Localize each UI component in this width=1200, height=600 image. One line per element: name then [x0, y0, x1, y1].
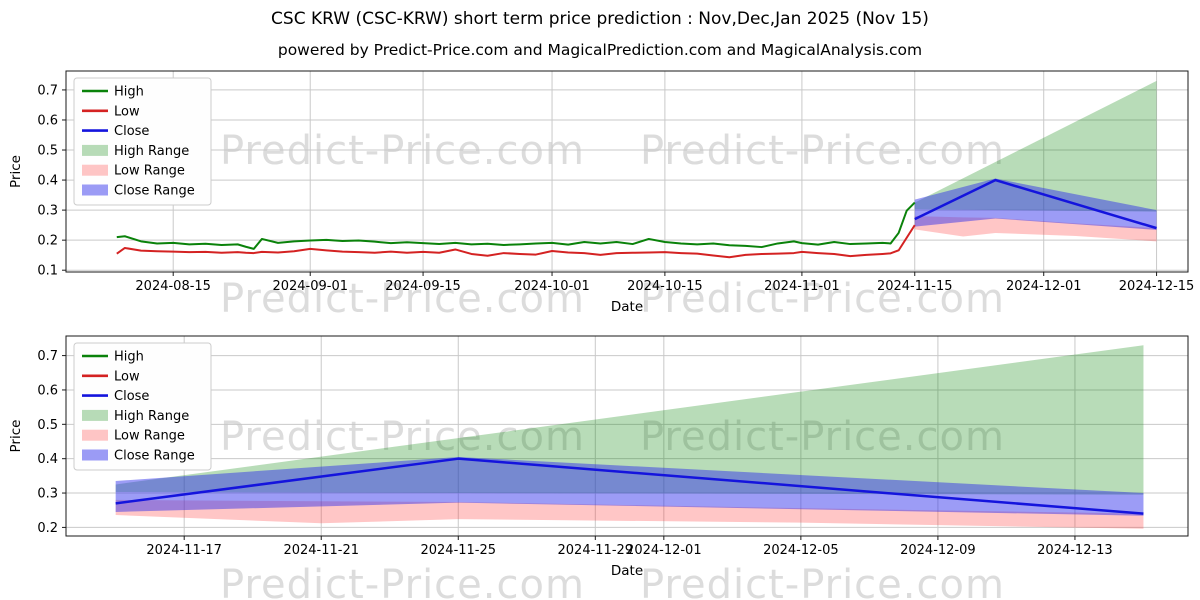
- watermark-text: Predict-Price.com: [640, 276, 1005, 322]
- watermark-text: Predict-Price.com: [220, 276, 585, 322]
- close-legend-label: Close: [114, 389, 149, 404]
- x-tick-label: 2024-10-01: [514, 279, 590, 294]
- x-tick-label: 2024-12-05: [763, 543, 839, 558]
- x-axis-label: Date: [611, 563, 643, 579]
- legend: High Low Close High Range Low Range Close Ran…: [73, 77, 212, 206]
- low-range-area: [115, 499, 1144, 529]
- close-line: [115, 457, 1144, 515]
- low-range-legend-label: Low Range: [114, 429, 185, 444]
- y-tick-label: 0.7: [37, 349, 58, 364]
- y-tick-label: 0.3: [37, 487, 58, 502]
- low-range-legend-swatch: [82, 429, 108, 441]
- y-tick-label: 0.6: [37, 113, 58, 128]
- x-tick-label: 2024-11-25: [420, 543, 496, 558]
- x-tick-label: 2024-12-15: [1119, 279, 1195, 294]
- x-tick-label: 2024-10-15: [627, 279, 703, 294]
- close-range-legend-label: Close Range: [114, 449, 195, 464]
- x-tick-label: 2024-12-09: [900, 543, 976, 558]
- close-range-legend-swatch: [82, 184, 108, 196]
- high-line: [116, 201, 916, 250]
- y-tick-label: 0.7: [37, 83, 58, 98]
- watermark-text: Predict-Price.com: [220, 128, 585, 174]
- top-chart: 0.1 0.2 0.3 0.4 0.5 0.6 0.7 2024-08-15 2024-09-0…: [8, 70, 1195, 315]
- y-axis-label: Price: [8, 420, 24, 453]
- y-tick-label: 0.5: [37, 144, 58, 159]
- chart-subtitle: powered by Predict-Price.com and Magical…: [277, 41, 923, 59]
- y-axis-label: Price: [8, 155, 24, 188]
- low-line: [116, 224, 916, 259]
- close-range-legend-label: Close Range: [114, 184, 195, 199]
- high-range-area: [914, 80, 1157, 212]
- low-legend-label: Low: [114, 104, 140, 119]
- low-range-legend-label: Low Range: [114, 164, 185, 179]
- y-tick-label: 0.2: [37, 234, 58, 249]
- high-range-legend-label: High Range: [114, 409, 189, 424]
- x-tick-label: 2024-09-01: [272, 279, 348, 294]
- watermark-text: Predict-Price.com: [640, 562, 1005, 600]
- high-range-legend-label: High Range: [114, 144, 189, 159]
- low-range-legend-swatch: [82, 164, 108, 176]
- low-legend-label: Low: [114, 369, 140, 384]
- close-line: [914, 178, 1157, 230]
- y-tick-label: 0.1: [37, 264, 58, 279]
- x-tick-label: 2024-11-21: [283, 543, 359, 558]
- high-legend-label: High: [114, 350, 144, 365]
- legend: High Low Close High Range Low Range Close Ran…: [73, 342, 212, 471]
- watermark-text: Predict-Price.com: [220, 562, 585, 600]
- x-tick-label: 2024-11-29: [558, 543, 634, 558]
- x-axis-label: Date: [611, 299, 643, 315]
- high-range-area: [115, 345, 1144, 495]
- close-range-area: [914, 178, 1157, 230]
- close-range-area: [115, 456, 1144, 516]
- low-range-area: [914, 216, 1157, 242]
- y-tick-label: 0.3: [37, 204, 58, 219]
- gridlines: [66, 336, 1188, 536]
- x-tick-label: 2024-12-01: [626, 543, 702, 558]
- high-legend-label: High: [114, 85, 144, 100]
- close-legend-label: Close: [114, 124, 149, 139]
- watermark-text: Predict-Price.com: [640, 128, 1005, 174]
- x-tick-label: 2024-09-15: [385, 279, 461, 294]
- watermark-text: Predict-Price.com: [220, 414, 585, 460]
- y-tick-label: 0.4: [37, 452, 58, 467]
- x-tick-label: 2024-08-15: [135, 279, 211, 294]
- legend-box: [73, 342, 212, 471]
- y-tick-label: 0.2: [37, 521, 58, 536]
- x-tick-label: 2024-11-17: [146, 543, 222, 558]
- x-tick-label: 2024-11-01: [764, 279, 840, 294]
- bottom-chart: 0.2 0.3 0.4 0.5 0.6 0.7 2024-11-17 2024-11-21 20…: [8, 335, 1189, 579]
- high-range-legend-swatch: [82, 144, 108, 156]
- x-tick-label: 2024-12-01: [1006, 279, 1082, 294]
- gridlines: [66, 71, 1188, 272]
- chart-title: CSC KRW (CSC-KRW) short term price predi…: [271, 9, 929, 29]
- x-tick-label: 2024-11-15: [877, 279, 953, 294]
- y-tick-label: 0.5: [37, 418, 58, 433]
- x-tick-label: 2024-12-13: [1037, 543, 1113, 558]
- close-range-legend-swatch: [82, 449, 108, 461]
- y-tick-label: 0.4: [37, 174, 58, 189]
- high-range-legend-swatch: [82, 409, 108, 421]
- legend-box: [73, 77, 212, 206]
- plot-frame: [65, 335, 1189, 537]
- plot-frame: [65, 70, 1189, 273]
- watermark-text: Predict-Price.com: [640, 414, 1005, 460]
- y-tick-label: 0.6: [37, 383, 58, 398]
